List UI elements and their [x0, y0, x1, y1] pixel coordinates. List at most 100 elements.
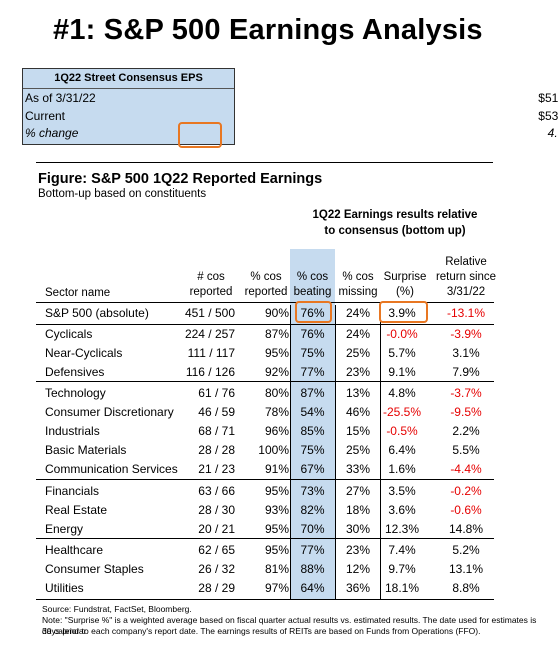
- sector-name-cell: Financials: [45, 484, 100, 498]
- col-pct-reported-line2: reported: [244, 286, 288, 298]
- surprise-cell: 1.6%: [388, 462, 416, 476]
- missing-cell: 12%: [345, 562, 371, 576]
- eps-row-label: As of 3/31/22: [25, 91, 96, 105]
- pct-reported-cell: 95%: [264, 543, 289, 557]
- surprise-cell: 9.7%: [388, 562, 416, 576]
- eps-row-value: $53.23: [538, 109, 558, 123]
- reported-cell: 46 / 59: [198, 405, 235, 419]
- beating-cell: 76%: [300, 327, 325, 341]
- relative-return-cell: 5.2%: [452, 543, 480, 557]
- missing-cell: 27%: [345, 484, 371, 498]
- missing-cell: 24%: [345, 306, 371, 320]
- sector-name-cell: Cyclicals: [45, 327, 93, 341]
- col-sector-name: Sector name: [45, 287, 111, 299]
- relative-return-cell: 8.8%: [452, 581, 480, 595]
- col-pct-reported-header: % cos reported: [242, 270, 290, 300]
- sector-name-cell: Healthcare: [45, 543, 104, 557]
- col-surprise-line2: (%): [396, 286, 414, 298]
- table-row: Basic Materials 28 / 28 100% 75% 25% 6.4% 5.5%: [0, 443, 558, 461]
- beating-cell: 54%: [300, 405, 325, 419]
- table-row: Near-Cyclicals 111 / 117 95% 75% 25% 5.7% 3.1%: [0, 346, 558, 364]
- col-relative-line1: Relative: [445, 256, 487, 268]
- sector-name-cell: Consumer Discretionary: [45, 405, 174, 419]
- sector-name-cell: Technology: [45, 386, 106, 400]
- col-surprise-line1: Surprise: [383, 271, 427, 283]
- pct-change-highlight: [178, 122, 222, 148]
- group-separator: [36, 381, 494, 382]
- table-bottom-rule: [36, 599, 494, 600]
- group-header-line1: 1Q22 Earnings results relative: [312, 209, 478, 221]
- missing-cell: 33%: [345, 462, 371, 476]
- reported-cell: 63 / 66: [198, 484, 235, 498]
- column-divider: [290, 305, 291, 600]
- sector-name-cell: Utilities: [45, 581, 84, 595]
- relative-return-cell: 7.9%: [452, 365, 480, 379]
- beating-cell: 82%: [300, 503, 325, 517]
- sector-name-cell: Defensives: [45, 365, 105, 379]
- col-reported-header: # cos reported: [186, 270, 236, 300]
- beating-cell: 85%: [300, 424, 325, 438]
- beating-cell: 70%: [300, 522, 325, 536]
- group-separator: [36, 479, 494, 480]
- reported-cell: 62 / 65: [198, 543, 235, 557]
- beating-highlight: [295, 301, 332, 323]
- beating-column-shade: [290, 249, 335, 600]
- col-missing-header: % cos missing: [336, 270, 380, 300]
- figure-subtitle: Bottom-up based on constituents: [38, 188, 207, 200]
- col-beating-line1: % cos: [296, 271, 329, 283]
- col-missing-line2: missing: [338, 286, 378, 298]
- table-row: Energy 20 / 21 95% 70% 30% 12.3% 14.8%: [0, 522, 558, 540]
- relative-return-cell: -13.1%: [446, 306, 486, 320]
- pct-reported-cell: 80%: [264, 386, 289, 400]
- table-row: Healthcare 62 / 65 95% 77% 23% 7.4% 5.2%: [0, 543, 558, 561]
- surprise-cell: 3.5%: [388, 484, 416, 498]
- group-separator: [36, 324, 494, 325]
- pct-reported-cell: 91%: [264, 462, 289, 476]
- sector-name-cell: Real Estate: [45, 503, 108, 517]
- table-row: Defensives 116 / 126 92% 77% 23% 9.1% 7.9%: [0, 365, 558, 383]
- footnote-line2: days prior to each company's report date…: [42, 626, 481, 636]
- eps-row-value: 4.3%: [547, 126, 558, 140]
- reported-cell: 111 / 117: [187, 346, 235, 360]
- surprise-cell: -0.0%: [386, 327, 418, 341]
- pct-reported-cell: 93%: [264, 503, 289, 517]
- source-note: Source: Fundstrat, FactSet, Bloomberg.: [42, 604, 192, 614]
- header-rule: [36, 302, 494, 303]
- reported-cell: 21 / 23: [198, 462, 235, 476]
- figure-title: Figure: S&P 500 1Q22 Reported Earnings: [38, 171, 323, 187]
- group-separator: [36, 538, 494, 539]
- table-row: Technology 61 / 76 80% 87% 13% 4.8% -3.7%: [0, 386, 558, 404]
- beating-cell: 67%: [300, 462, 325, 476]
- eps-row-label: % change: [25, 126, 79, 140]
- column-divider: [380, 305, 381, 600]
- relative-return-cell: 3.1%: [452, 346, 480, 360]
- beating-cell: 76%: [300, 306, 325, 320]
- relative-return-cell: -3.7%: [450, 386, 482, 400]
- relative-return-cell: -9.5%: [450, 405, 482, 419]
- beating-cell: 75%: [300, 346, 325, 360]
- beating-cell: 77%: [300, 365, 325, 379]
- relative-return-cell: -0.2%: [450, 484, 482, 498]
- pct-reported-cell: 97%: [264, 581, 289, 595]
- pct-reported-cell: 78%: [264, 405, 289, 419]
- eps-row-as-of: As of 3/31/22 $51.06: [25, 91, 558, 109]
- beating-cell: 87%: [300, 386, 325, 400]
- sector-name-cell: Consumer Staples: [45, 562, 144, 576]
- col-missing-line1: % cos: [342, 271, 374, 283]
- table-row: S&P 500 (absolute) 451 / 500 90% 76% 24% 3.9%…: [0, 306, 558, 324]
- pct-reported-cell: 96%: [264, 424, 289, 438]
- pct-reported-cell: 92%: [264, 365, 289, 379]
- reported-cell: 26 / 32: [198, 562, 235, 576]
- table-row: Utilities 28 / 29 97% 64% 36% 18.1% 8.8%: [0, 581, 558, 599]
- table-row: Cyclicals 224 / 257 87% 76% 24% -0.0% -3.9%: [0, 327, 558, 345]
- reported-cell: 28 / 28: [198, 443, 235, 457]
- pct-reported-cell: 95%: [264, 484, 289, 498]
- col-reported-line1: # cos: [197, 271, 225, 283]
- reported-cell: 224 / 257: [184, 327, 235, 341]
- reported-cell: 451 / 500: [184, 306, 235, 320]
- reported-cell: 28 / 29: [198, 581, 235, 595]
- table-row: Industrials 68 / 71 96% 85% 15% -0.5% 2.2%: [0, 424, 558, 442]
- missing-cell: 25%: [345, 346, 371, 360]
- beating-cell: 77%: [300, 543, 325, 557]
- relative-return-cell: 14.8%: [448, 522, 484, 536]
